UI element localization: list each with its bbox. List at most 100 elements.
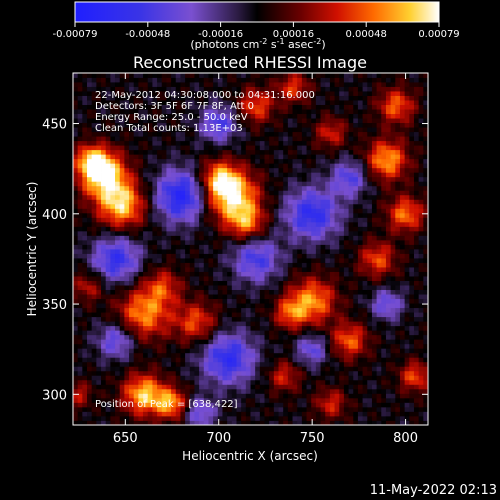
heatmap-cell — [325, 203, 331, 209]
heatmap-cell — [77, 303, 83, 309]
heatmap-cell — [213, 203, 219, 209]
heatmap-cell — [194, 397, 200, 403]
heatmap-cell — [73, 388, 79, 394]
heatmap-cell — [269, 77, 275, 83]
heatmap-cell — [101, 140, 107, 146]
heatmap-cell — [124, 415, 130, 421]
heatmap-cell — [199, 86, 205, 92]
heatmap-cell — [367, 221, 373, 227]
heatmap-cell — [124, 230, 130, 236]
heatmap-cell — [306, 397, 312, 403]
heatmap-cell — [292, 212, 298, 218]
heatmap-cell — [82, 321, 88, 327]
heatmap-cell — [278, 226, 284, 232]
heatmap-cell — [273, 230, 279, 236]
heatmap-cell — [306, 289, 312, 295]
heatmap-cell — [217, 113, 223, 119]
heatmap-cell — [152, 271, 158, 277]
heatmap-cell — [101, 348, 107, 354]
heatmap-cell — [259, 406, 265, 412]
heatmap-cell — [278, 285, 284, 291]
heatmap-cell — [91, 379, 97, 385]
heatmap-cell — [325, 420, 331, 425]
heatmap-cell — [353, 406, 359, 412]
heatmap-cell — [339, 415, 345, 421]
heatmap-cell — [161, 113, 167, 119]
heatmap-cell — [353, 258, 359, 263]
heatmap-cell — [348, 136, 354, 142]
heatmap-cell — [161, 280, 167, 286]
heatmap-cell — [334, 370, 340, 376]
heatmap-cell — [245, 294, 251, 300]
heatmap-cell — [166, 397, 172, 403]
heatmap-cell — [222, 149, 228, 155]
heatmap-cell — [217, 194, 223, 200]
heatmap-cell — [306, 163, 312, 169]
heatmap-cell — [133, 104, 139, 110]
heatmap-cell — [273, 420, 279, 425]
heatmap-cell — [166, 370, 172, 376]
heatmap-cell — [77, 77, 83, 83]
heatmap-cell — [245, 366, 251, 372]
heatmap-cell — [96, 163, 102, 169]
heatmap-cell — [138, 127, 144, 133]
heatmap-cell — [315, 145, 321, 151]
heatmap-cell — [245, 271, 251, 277]
heatmap-cell — [73, 249, 79, 254]
heatmap-cell — [301, 226, 307, 232]
heatmap-cell — [245, 91, 251, 96]
heatmap-cell — [297, 249, 303, 254]
heatmap-cell — [96, 172, 102, 178]
heatmap-cell — [96, 316, 102, 322]
heatmap-cell — [171, 366, 177, 372]
heatmap-cell — [152, 127, 158, 133]
heatmap-cell — [147, 411, 153, 417]
heatmap-cell — [217, 303, 223, 309]
heatmap-cell — [287, 194, 293, 200]
heatmap-cell — [283, 339, 289, 345]
heatmap-cell — [152, 131, 158, 137]
heatmap-cell — [273, 226, 279, 232]
heatmap-cell — [133, 258, 139, 263]
heatmap-cell — [171, 375, 177, 381]
heatmap-cell — [87, 379, 93, 385]
heatmap-cell — [269, 262, 275, 268]
heatmap-cell — [222, 339, 228, 345]
heatmap-cell — [334, 131, 340, 137]
heatmap-cell — [339, 249, 345, 254]
heatmap-cell — [306, 307, 312, 313]
heatmap-cell — [208, 262, 214, 268]
heatmap-cell — [161, 384, 167, 390]
heatmap-cell — [292, 285, 298, 291]
heatmap-cell — [348, 276, 354, 281]
heatmap-cell — [147, 154, 153, 160]
heatmap-cell — [329, 131, 335, 137]
heatmap-cell — [278, 375, 284, 381]
heatmap-cell — [250, 366, 256, 372]
heatmap-cell — [124, 289, 130, 295]
heatmap-cell — [129, 136, 135, 142]
heatmap-cell — [329, 307, 335, 313]
heatmap-cell — [110, 109, 116, 115]
heatmap-cell — [147, 230, 153, 236]
heatmap-cell — [236, 167, 242, 173]
heatmap-cell — [259, 388, 265, 394]
heatmap-cell — [203, 194, 209, 200]
heatmap-cell — [217, 280, 223, 286]
heatmap-cell — [157, 267, 163, 272]
heatmap-cell — [255, 276, 261, 281]
heatmap-cell — [217, 140, 223, 146]
heatmap-cell — [152, 397, 158, 403]
heatmap-cell — [245, 298, 251, 304]
heatmap-cell — [348, 334, 354, 340]
heatmap-cell — [245, 312, 251, 318]
heatmap-cell — [353, 330, 359, 336]
heatmap-cell — [143, 194, 149, 200]
heatmap-cell — [101, 181, 107, 187]
heatmap-cell — [259, 384, 265, 390]
heatmap-cell — [245, 212, 251, 218]
heatmap-cell — [110, 361, 116, 367]
heatmap-cell — [306, 73, 312, 78]
heatmap-cell — [255, 145, 261, 151]
heatmap-cell — [213, 348, 219, 354]
